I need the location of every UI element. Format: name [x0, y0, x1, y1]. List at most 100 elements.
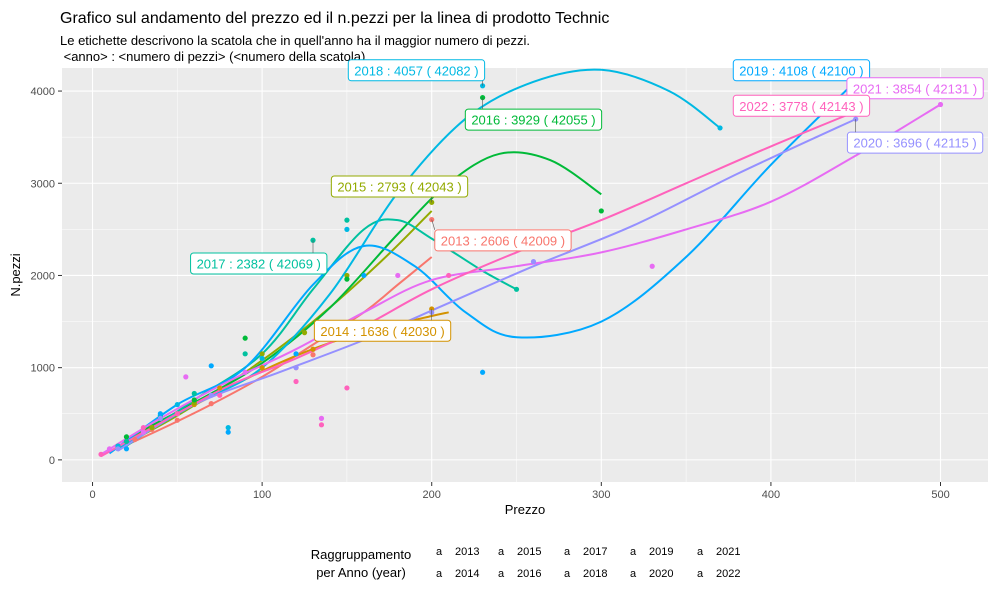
- y-axis-title: N.pezzi: [8, 253, 23, 296]
- point-2021: [318, 415, 325, 421]
- label-text-2018: 2018 : 4057 ( 42082 ): [354, 63, 478, 78]
- legend-label-2017: 2017: [583, 546, 607, 558]
- grid-layer: [62, 68, 988, 482]
- point-2015: [344, 272, 350, 279]
- point-2016: [242, 335, 248, 341]
- chart-title: Grafico sul andamento del prezzo ed il n…: [60, 10, 609, 27]
- label-text-2021: 2021 : 3854 ( 42131 ): [853, 81, 977, 96]
- chart-subtitle-line-1: Le etichette descrivono la scatola che i…: [60, 33, 530, 48]
- legend-glyph-2019: a: [630, 546, 637, 558]
- x-tick-label: 400: [762, 489, 780, 501]
- point-2022: [98, 451, 104, 457]
- point-2016: [123, 434, 130, 440]
- legend-glyph-2014: a: [436, 568, 443, 580]
- point-2018: [344, 226, 350, 232]
- legend-label-2014: 2014: [455, 568, 479, 580]
- label-box-2016: [464, 108, 603, 131]
- label-box-2022: [732, 94, 871, 117]
- point-2021: [140, 429, 147, 435]
- point-2022: [140, 424, 147, 431]
- point-2014: [259, 365, 265, 371]
- point-2016: [344, 276, 350, 282]
- smooth-curve-2016: [125, 151, 602, 440]
- label-box-2017: [190, 252, 328, 275]
- legend-glyph-2022: a: [697, 568, 704, 580]
- y-tick-label: 4000: [31, 86, 55, 98]
- y-tick-label: 2000: [31, 270, 55, 282]
- label-text-2020: 2020 : 3696 ( 42115 ): [853, 136, 976, 151]
- points-layer: [98, 78, 944, 457]
- point-2013: [132, 436, 138, 443]
- label-text-2022: 2022 : 3778 ( 42143 ): [739, 99, 863, 114]
- point-2021: [395, 272, 401, 279]
- x-tick-label: 300: [592, 489, 610, 501]
- legend-glyph-2020: a: [630, 568, 637, 580]
- point-2019: [157, 411, 163, 417]
- point-2018: [259, 355, 265, 362]
- point-2017: [191, 390, 197, 397]
- point-2020: [293, 365, 299, 371]
- x-axis-title: Prezzo: [505, 502, 545, 517]
- point-2021: [937, 101, 944, 108]
- label-box-2013: [434, 229, 572, 252]
- point-2017: [242, 351, 248, 357]
- point-2015: [301, 330, 308, 336]
- legend-label-2022: 2022: [716, 568, 740, 580]
- legend-title-line-2: per Anno (year): [316, 565, 406, 580]
- point-2018: [225, 424, 231, 431]
- legend-glyph-2013: a: [436, 546, 443, 558]
- label-box-2019: [732, 59, 871, 82]
- label-text-2019: 2019 : 4108 ( 42100 ): [739, 63, 863, 78]
- legend-label-2013: 2013: [455, 546, 479, 558]
- smooth-curves-layer: [100, 68, 942, 458]
- label-text-2013: 2013 : 2606 ( 42009 ): [441, 233, 565, 248]
- legend-label-2021: 2021: [716, 546, 740, 558]
- point-2016: [598, 208, 604, 214]
- point-2020: [208, 392, 214, 398]
- point-2017: [513, 286, 520, 292]
- smooth-curve-2020: [117, 118, 857, 452]
- label-text-2016: 2016 : 3929 ( 42055 ): [471, 113, 595, 128]
- legend-glyph-2021: a: [697, 546, 704, 558]
- point-2019: [208, 363, 214, 369]
- y-tick-label: 0: [49, 455, 55, 467]
- point-2022: [344, 385, 350, 391]
- legend-label-2020: 2020: [649, 568, 673, 580]
- legend-glyph-2016: a: [498, 568, 505, 580]
- point-2015: [259, 351, 265, 357]
- point-2021: [183, 374, 189, 380]
- point-2021: [106, 446, 113, 452]
- smooth-curve-2021: [100, 103, 942, 456]
- labels-layer: 2013 : 2606 ( 42009 ) 2014 : 1636 ( 42030…: [190, 59, 984, 342]
- legend-glyph-2015: a: [498, 546, 505, 558]
- x-tick-label: 500: [931, 489, 949, 501]
- point-2022: [217, 392, 223, 398]
- legend: Raggruppamento per Anno (year) a 2013 a 201…: [311, 546, 741, 580]
- label-box-2015: [330, 175, 469, 198]
- point-2019: [123, 446, 130, 452]
- legend-items: a 2013 a 2014 a 2015 a 2016 a 2017 a 2018 a 2019 a 2020…: [436, 546, 740, 580]
- label-box-2020: [846, 131, 984, 154]
- point-2017: [310, 237, 316, 243]
- point-2013: [429, 216, 435, 223]
- label-box-2018: [347, 59, 486, 82]
- point-2016: [191, 397, 197, 403]
- point-2019: [361, 272, 367, 279]
- axis-layer: 0 100 200 300 400 500 0 1000 2000 3000 4000: [31, 86, 950, 501]
- legend-glyph-2017: a: [564, 546, 571, 558]
- label-text-2017: 2017 : 2382 ( 42069 ): [197, 256, 321, 271]
- y-tick-label: 3000: [31, 178, 55, 190]
- point-2015: [149, 424, 155, 431]
- legend-label-2016: 2016: [517, 568, 541, 580]
- point-2018: [717, 125, 723, 131]
- point-2017: [123, 438, 130, 445]
- point-2014: [217, 385, 223, 391]
- point-2022: [293, 378, 299, 385]
- smooth-curve-2022: [100, 110, 857, 458]
- label-box-2014: [313, 319, 452, 342]
- point-2021: [649, 263, 655, 269]
- point-2019: [480, 369, 486, 375]
- legend-glyph-2018: a: [564, 568, 571, 580]
